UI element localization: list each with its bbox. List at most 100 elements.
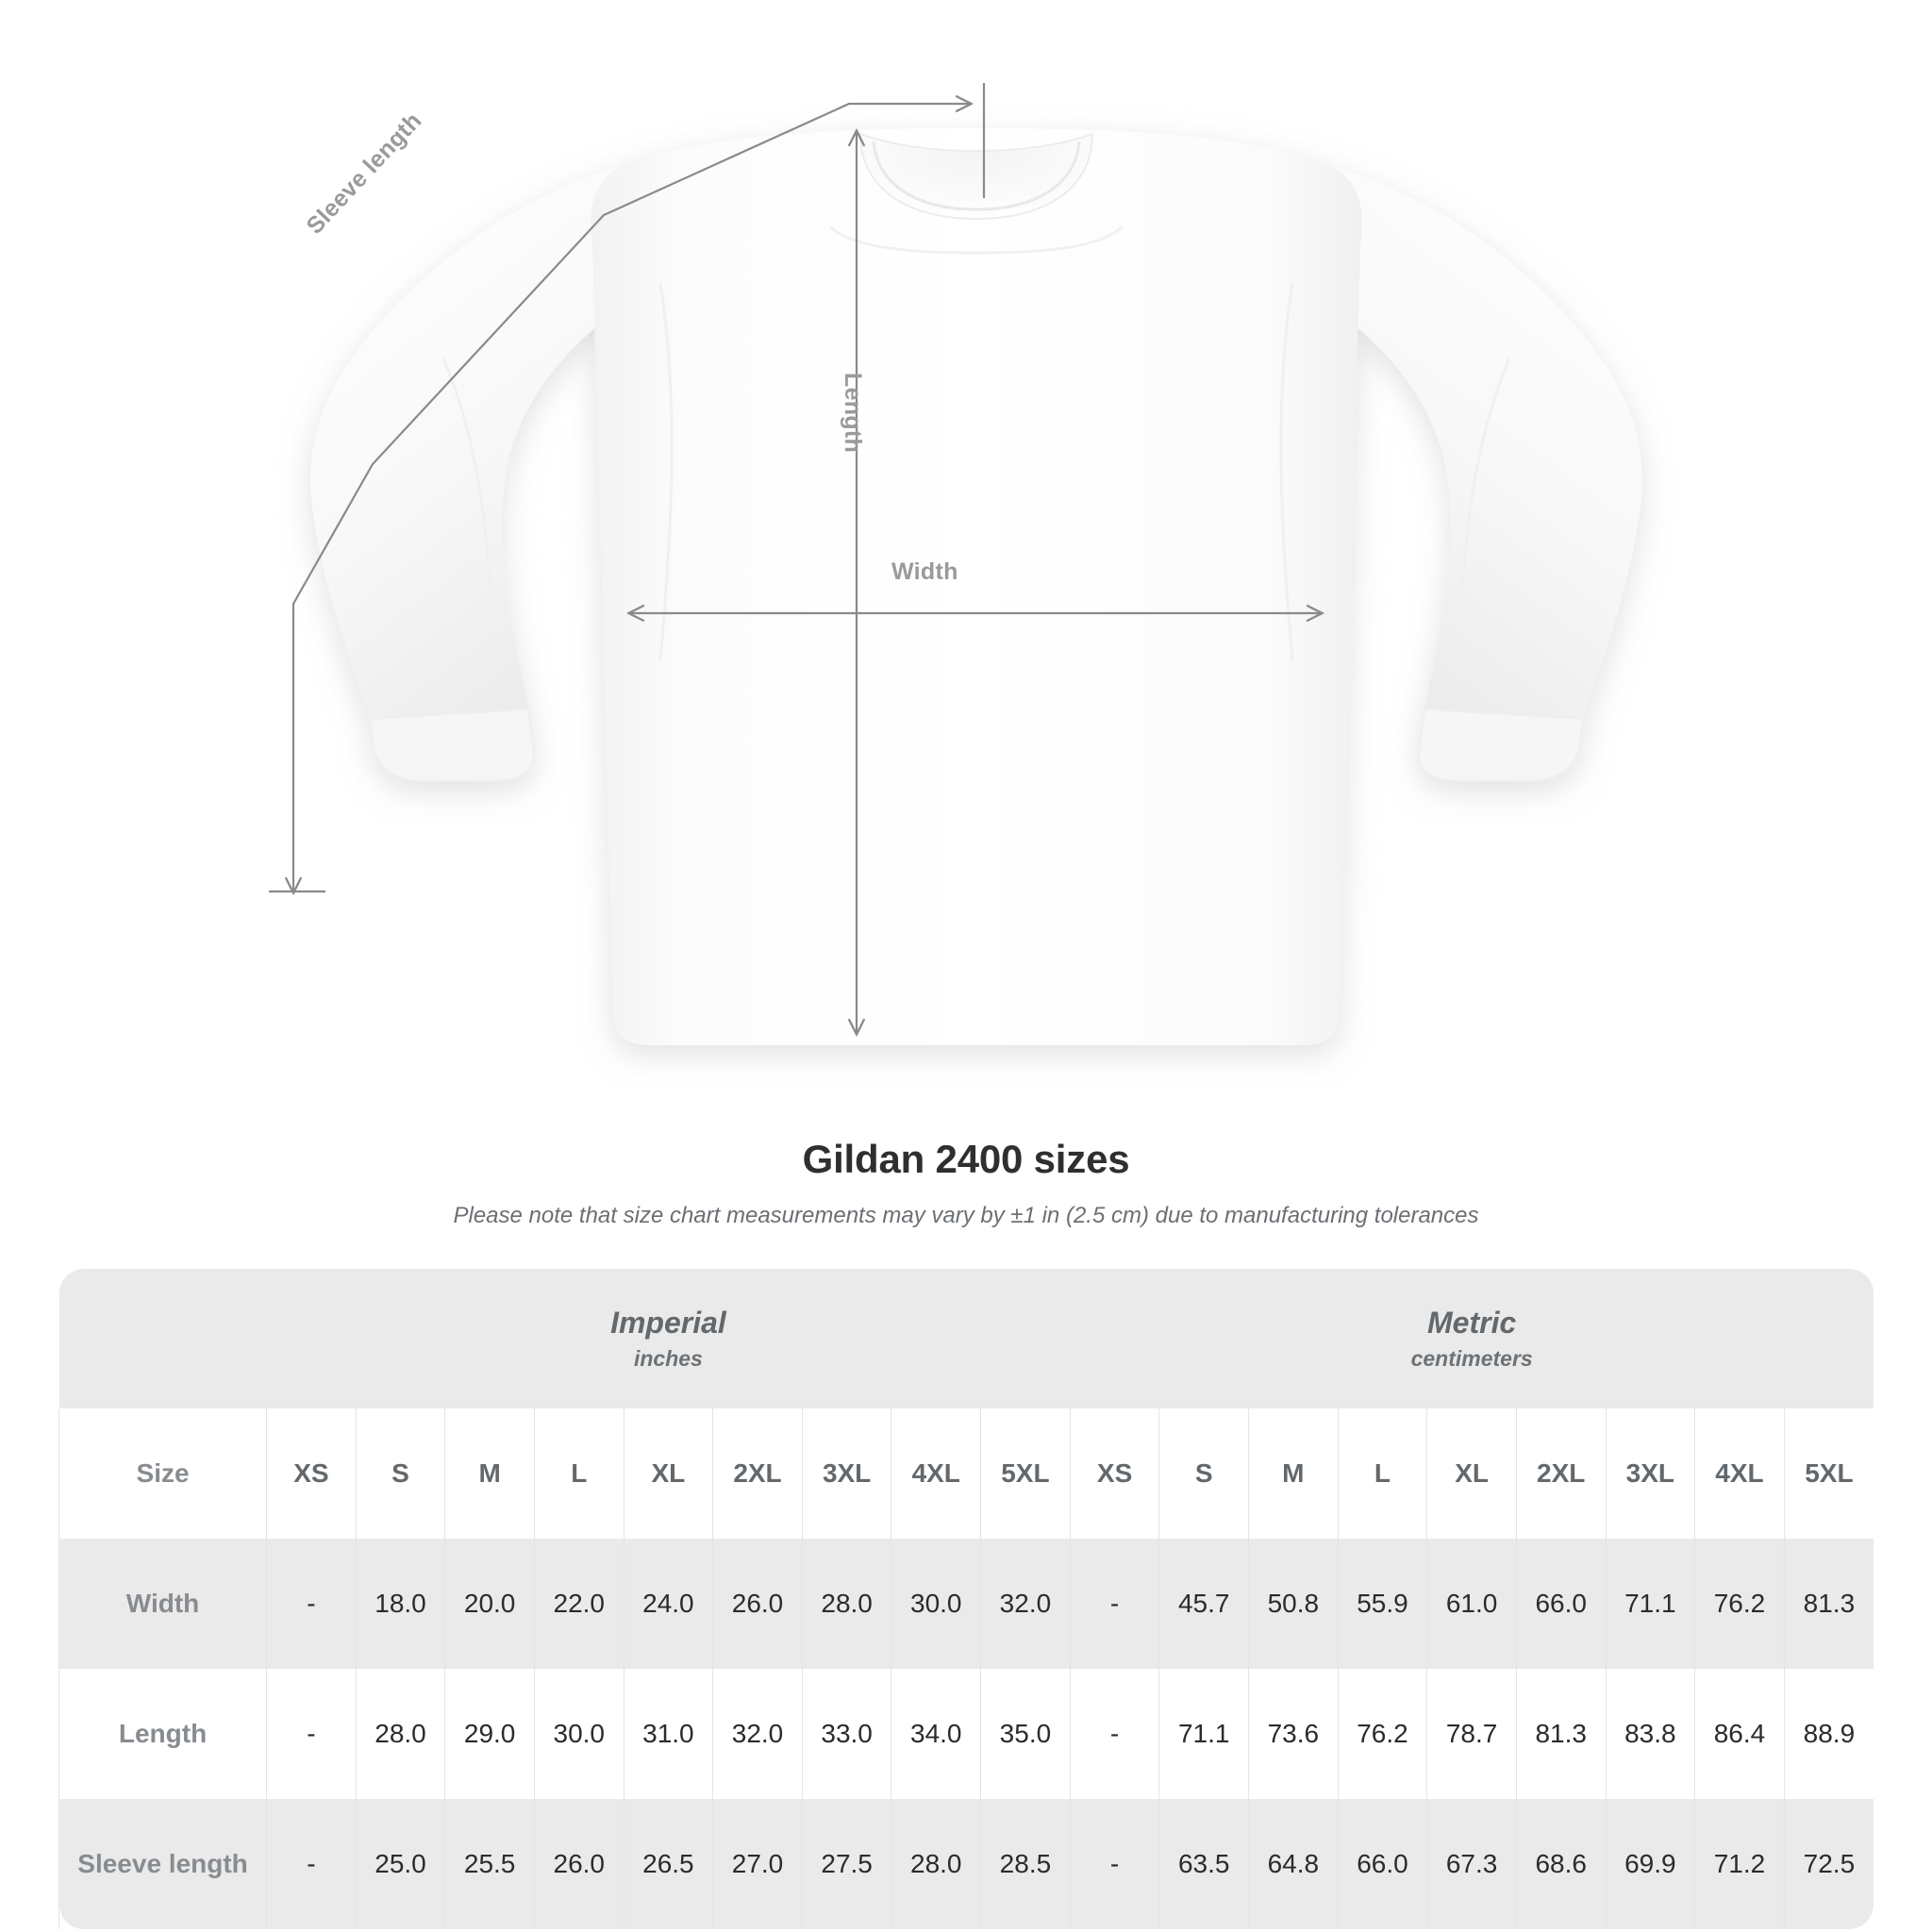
cell-length-metric-s: 71.1	[1158, 1669, 1249, 1799]
size-col-imperial-l: L	[533, 1408, 625, 1539]
cell-width-metric-xs: -	[1069, 1539, 1159, 1669]
size-col-metric-m: M	[1248, 1408, 1339, 1539]
size-col-metric-xl: XL	[1426, 1408, 1517, 1539]
row-label-sleeve-length: Sleeve length	[58, 1799, 267, 1929]
table-row: Width - 18.0 20.0 22.0 24.0 26.0 28.0 30…	[58, 1539, 1874, 1669]
cell-width-imperial-4xl: 30.0	[891, 1539, 981, 1669]
size-header-row: Size XS S M L XL 2XL 3XL 4XL 5XL XS S M …	[58, 1408, 1874, 1539]
cell-width-imperial-l: 22.0	[533, 1539, 625, 1669]
size-col-imperial-xs: XS	[266, 1408, 357, 1539]
size-col-imperial-3xl: 3XL	[801, 1408, 891, 1539]
cell-length-metric-3xl: 83.8	[1605, 1669, 1695, 1799]
cell-width-imperial-2xl: 26.0	[712, 1539, 803, 1669]
cell-length-metric-2xl: 81.3	[1515, 1669, 1607, 1799]
cell-sleeve-metric-xs: -	[1069, 1799, 1159, 1929]
cell-length-imperial-s: 28.0	[355, 1669, 445, 1799]
cell-sleeve-metric-5xl: 72.5	[1783, 1799, 1874, 1929]
width-label: Width	[891, 558, 958, 585]
size-col-imperial-2xl: 2XL	[712, 1408, 803, 1539]
shirt-graphic	[310, 128, 1642, 1045]
metric-unit: centimeters	[1410, 1345, 1533, 1371]
cell-length-metric-xs: -	[1069, 1669, 1159, 1799]
size-col-metric-l: L	[1337, 1408, 1427, 1539]
cell-width-metric-4xl: 76.2	[1694, 1539, 1785, 1669]
cell-width-metric-l: 55.9	[1337, 1539, 1427, 1669]
cell-width-metric-2xl: 66.0	[1515, 1539, 1607, 1669]
size-table: Imperial inches Metric centimeters Size …	[58, 1269, 1874, 1929]
cell-sleeve-imperial-2xl: 27.0	[712, 1799, 803, 1929]
imperial-label: Imperial	[610, 1305, 726, 1340]
table-row: Sleeve length - 25.0 25.5 26.0 26.5 27.0…	[58, 1799, 1874, 1929]
cell-length-imperial-3xl: 33.0	[801, 1669, 891, 1799]
cell-length-metric-5xl: 88.9	[1783, 1669, 1874, 1799]
cell-sleeve-imperial-5xl: 28.5	[980, 1799, 1071, 1929]
size-col-imperial-xl: XL	[623, 1408, 713, 1539]
size-col-metric-s: S	[1158, 1408, 1249, 1539]
measurement-lines	[269, 83, 1321, 1033]
garment-svg	[269, 83, 1642, 1045]
cell-width-imperial-xs: -	[266, 1539, 357, 1669]
size-col-metric-3xl: 3XL	[1605, 1408, 1695, 1539]
cell-length-imperial-m: 29.0	[444, 1669, 535, 1799]
garment-illustration: Sleeve length Length Width	[269, 83, 1642, 1045]
cell-sleeve-imperial-l: 26.0	[533, 1799, 625, 1929]
cell-width-imperial-3xl: 28.0	[801, 1539, 891, 1669]
cell-sleeve-metric-xl: 67.3	[1426, 1799, 1517, 1929]
cell-sleeve-imperial-xl: 26.5	[623, 1799, 713, 1929]
cell-sleeve-metric-s: 63.5	[1158, 1799, 1249, 1929]
imperial-group-header: Imperial inches	[266, 1269, 1071, 1408]
size-row-label: Size	[58, 1408, 267, 1539]
unit-header-row: Imperial inches Metric centimeters	[58, 1269, 1874, 1408]
size-col-metric-2xl: 2XL	[1515, 1408, 1607, 1539]
cell-length-imperial-5xl: 35.0	[980, 1669, 1071, 1799]
cell-length-metric-4xl: 86.4	[1694, 1669, 1785, 1799]
cell-length-imperial-l: 30.0	[533, 1669, 625, 1799]
row-label-length: Length	[58, 1669, 267, 1799]
cell-length-imperial-xs: -	[266, 1669, 357, 1799]
cell-sleeve-imperial-3xl: 27.5	[801, 1799, 891, 1929]
cell-sleeve-metric-l: 66.0	[1337, 1799, 1427, 1929]
cell-width-imperial-xl: 24.0	[623, 1539, 713, 1669]
cell-width-metric-5xl: 81.3	[1783, 1539, 1874, 1669]
size-col-metric-5xl: 5XL	[1783, 1408, 1874, 1539]
cell-width-metric-xl: 61.0	[1426, 1539, 1517, 1669]
size-col-metric-xs: XS	[1069, 1408, 1159, 1539]
cell-sleeve-imperial-xs: -	[266, 1799, 357, 1929]
cell-sleeve-imperial-4xl: 28.0	[891, 1799, 981, 1929]
cell-sleeve-metric-3xl: 69.9	[1605, 1799, 1695, 1929]
cell-sleeve-imperial-s: 25.0	[355, 1799, 445, 1929]
cell-width-metric-s: 45.7	[1158, 1539, 1249, 1669]
page-title: Gildan 2400 sizes	[802, 1137, 1130, 1181]
metric-label: Metric	[1427, 1305, 1517, 1340]
cell-width-imperial-m: 20.0	[444, 1539, 535, 1669]
row-label-width: Width	[58, 1539, 267, 1669]
size-col-imperial-m: M	[444, 1408, 535, 1539]
cell-length-imperial-2xl: 32.0	[712, 1669, 803, 1799]
cell-sleeve-metric-4xl: 71.2	[1694, 1799, 1785, 1929]
cell-sleeve-metric-2xl: 68.6	[1515, 1799, 1607, 1929]
size-table-container: Imperial inches Metric centimeters Size …	[58, 1269, 1874, 1929]
cell-length-metric-xl: 78.7	[1426, 1669, 1517, 1799]
cell-width-metric-3xl: 71.1	[1605, 1539, 1695, 1669]
cell-length-imperial-4xl: 34.0	[891, 1669, 981, 1799]
size-col-metric-4xl: 4XL	[1694, 1408, 1785, 1539]
size-col-imperial-s: S	[355, 1408, 445, 1539]
title-block: Gildan 2400 sizes Please note that size …	[0, 1137, 1932, 1229]
metric-group-header: Metric centimeters	[1070, 1269, 1874, 1408]
cell-width-metric-m: 50.8	[1248, 1539, 1339, 1669]
table-row: Length - 28.0 29.0 30.0 31.0 32.0 33.0 3…	[58, 1669, 1874, 1799]
cell-length-imperial-xl: 31.0	[623, 1669, 713, 1799]
cell-sleeve-metric-m: 64.8	[1248, 1799, 1339, 1929]
size-col-imperial-4xl: 4XL	[891, 1408, 981, 1539]
cell-width-imperial-s: 18.0	[355, 1539, 445, 1669]
size-col-imperial-5xl: 5XL	[980, 1408, 1071, 1539]
cell-length-metric-m: 73.6	[1248, 1669, 1339, 1799]
sleeve-measure-line	[293, 104, 970, 891]
imperial-unit: inches	[633, 1345, 703, 1371]
cell-sleeve-imperial-m: 25.5	[444, 1799, 535, 1929]
cell-width-imperial-5xl: 32.0	[980, 1539, 1071, 1669]
cell-length-metric-l: 76.2	[1337, 1669, 1427, 1799]
unit-header-spacer	[58, 1269, 267, 1408]
length-label: Length	[840, 373, 866, 454]
